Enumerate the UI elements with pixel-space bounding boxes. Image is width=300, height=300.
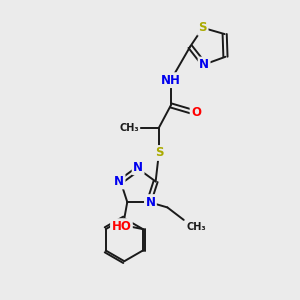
Text: CH₃: CH₃	[119, 123, 139, 133]
Text: S: S	[199, 21, 207, 34]
Text: NH: NH	[161, 74, 181, 87]
Text: N: N	[133, 161, 143, 174]
Text: CH₃: CH₃	[186, 222, 206, 232]
Text: S: S	[155, 146, 163, 160]
Text: O: O	[191, 106, 201, 119]
Text: N: N	[114, 175, 124, 188]
Text: N: N	[199, 58, 209, 71]
Text: HO: HO	[112, 220, 131, 232]
Text: N: N	[146, 196, 155, 208]
